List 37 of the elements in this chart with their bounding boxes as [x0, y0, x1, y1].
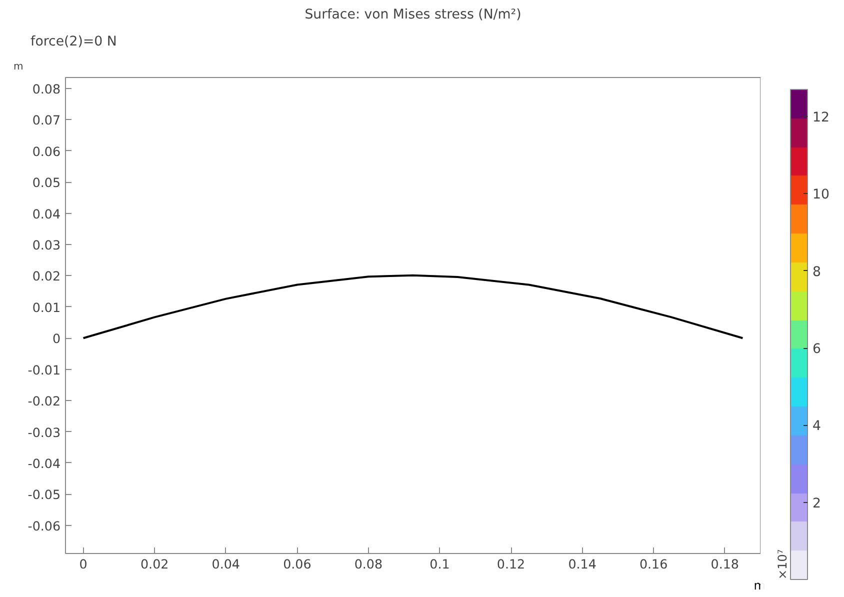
color-bar-label: 2: [812, 496, 821, 512]
x-tick-label: 0.1: [430, 556, 450, 572]
y-tick-label: 0: [52, 331, 61, 346]
color-bar-label: 6: [812, 342, 821, 358]
x-tick-label: 0.04: [212, 556, 240, 572]
x-tick-label: 0.08: [354, 556, 383, 572]
y-tick-label: 0.04: [32, 206, 61, 222]
y-tick-label: 0.07: [32, 112, 61, 128]
color-bar-label: 8: [812, 264, 821, 280]
color-bar-label: 12: [812, 110, 830, 126]
chart-title: Surface: von Mises stress (N/m²): [304, 8, 522, 22]
y-tick-label: 0.02: [32, 268, 61, 284]
x-tick-label: 0.02: [140, 556, 169, 572]
y-tick-label: -0.01: [28, 362, 61, 378]
x-tick-label: 0.06: [283, 556, 312, 572]
color-bar-label: 4: [812, 419, 821, 434]
line-series: [82, 274, 744, 340]
x-tick-label: 0.18: [710, 556, 739, 572]
color-bar-label: 10: [812, 188, 830, 203]
x-tick-label: 0.16: [639, 556, 668, 572]
y-tick-label: -0.06: [28, 518, 61, 534]
y-tick-label: -0.02: [28, 394, 61, 409]
y-tick-label: -0.04: [28, 456, 61, 471]
x-axis-title: m: [754, 578, 766, 592]
y-tick-label: -0.03: [28, 424, 61, 440]
color-bar-title: ×10⁷: [776, 549, 790, 580]
y-tick-label: 0.06: [32, 144, 61, 159]
y-tick-label: 0.08: [32, 81, 61, 96]
y-tick-label: 0.03: [32, 237, 61, 252]
y-tick-label: 0.05: [32, 175, 61, 190]
x-tick-label: 0: [79, 556, 88, 572]
x-tick-label: 0.12: [496, 556, 526, 572]
y-tick-label: -0.05: [28, 487, 61, 502]
y-axis-title: m: [14, 62, 24, 72]
y-tick-label: 0.01: [32, 300, 61, 315]
x-tick-label: 0.14: [568, 556, 596, 572]
chart-subtitle: force(2)=0 N: [30, 34, 117, 50]
